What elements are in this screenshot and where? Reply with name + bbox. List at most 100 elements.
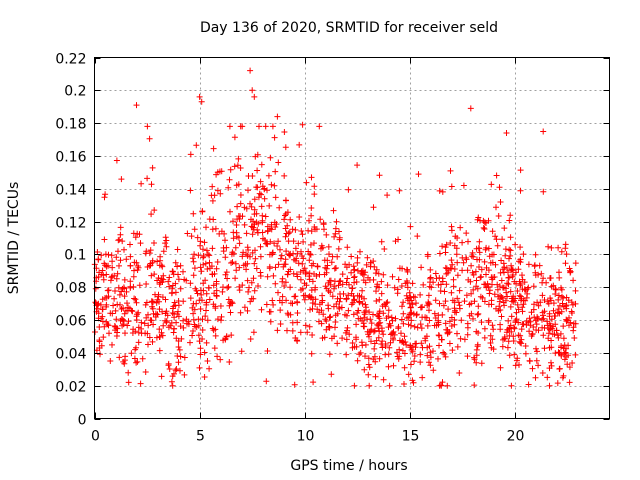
data-point (562, 349, 569, 356)
data-point (121, 357, 128, 364)
data-point (359, 342, 366, 349)
data-point (350, 311, 357, 318)
data-point (430, 367, 437, 374)
data-point (241, 304, 248, 311)
data-point (156, 326, 163, 333)
data-point (331, 333, 338, 340)
data-point (376, 355, 383, 362)
data-point (311, 224, 318, 230)
data-point (121, 360, 128, 367)
data-point (275, 261, 282, 268)
data-point (233, 233, 240, 240)
data-point (331, 285, 337, 292)
data-point (547, 275, 554, 281)
data-point (256, 123, 262, 130)
data-point (405, 297, 412, 304)
data-point (246, 284, 252, 291)
x-tick-label: 20 (507, 429, 525, 445)
data-point (237, 165, 244, 171)
data-point (251, 287, 258, 294)
data-point (414, 233, 421, 240)
data-point (292, 226, 299, 233)
data-point (381, 301, 388, 308)
data-point (491, 291, 498, 298)
data-point (465, 238, 471, 245)
data-point (117, 301, 123, 308)
data-point (283, 248, 290, 255)
data-point (115, 284, 122, 291)
data-point (200, 246, 206, 253)
data-point (436, 274, 443, 281)
data-point (408, 361, 414, 368)
data-point (117, 224, 124, 231)
data-point (135, 339, 142, 346)
data-point (300, 238, 307, 245)
data-point (271, 182, 278, 189)
data-point (428, 284, 435, 291)
data-point (500, 260, 507, 267)
data-point (359, 300, 366, 307)
data-point (163, 237, 170, 244)
data-point (519, 321, 526, 328)
data-point (99, 267, 106, 274)
data-point (123, 288, 130, 295)
data-point (406, 300, 413, 307)
data-point (546, 320, 553, 327)
data-point (563, 316, 570, 323)
data-point (516, 361, 522, 368)
data-point (109, 341, 115, 348)
data-point (323, 231, 330, 238)
data-point (424, 352, 431, 359)
data-point (329, 253, 336, 260)
data-point (529, 331, 536, 338)
data-point (173, 335, 180, 342)
data-point (307, 241, 314, 248)
data-point (572, 300, 579, 307)
data-point (470, 315, 476, 322)
data-point (338, 304, 345, 311)
data-point (276, 297, 283, 304)
data-point (233, 182, 240, 189)
data-point (567, 268, 574, 275)
data-point (372, 373, 379, 380)
data-point (171, 370, 177, 377)
data-point (92, 285, 99, 292)
data-point (176, 346, 183, 353)
data-point (394, 286, 401, 293)
data-point (570, 327, 577, 334)
data-point (282, 279, 289, 286)
data-point (539, 324, 546, 331)
data-point (336, 278, 343, 285)
data-point (431, 322, 438, 329)
data-point (476, 264, 482, 270)
y-axis-label: SRMTID / TECUs (6, 182, 22, 295)
data-point (401, 381, 407, 387)
data-point (346, 331, 353, 338)
data-point (148, 181, 155, 188)
data-point (121, 276, 128, 283)
data-point (507, 303, 514, 310)
data-point (227, 309, 234, 316)
data-point (222, 237, 228, 244)
data-point (194, 234, 201, 241)
data-point (354, 292, 361, 299)
data-point (512, 241, 519, 248)
data-point (519, 304, 526, 311)
data-point (251, 196, 258, 203)
data-point (177, 367, 183, 374)
data-point (522, 343, 529, 349)
data-point (366, 329, 373, 336)
data-point (162, 317, 169, 324)
data-point (379, 328, 386, 334)
data-point (427, 274, 434, 281)
data-point (473, 346, 480, 353)
data-point (203, 224, 209, 231)
data-point (489, 336, 496, 343)
data-point (147, 262, 154, 269)
data-point (532, 251, 539, 258)
data-point (517, 293, 524, 300)
data-point (548, 359, 554, 366)
data-point (490, 326, 497, 333)
data-point (535, 362, 542, 369)
data-point (470, 286, 477, 293)
